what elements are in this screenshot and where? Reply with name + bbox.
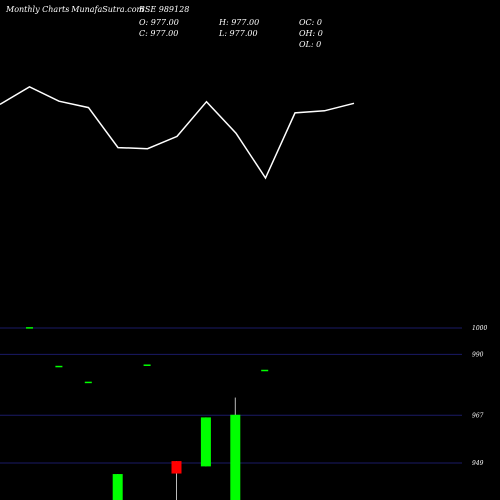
symbol-label: BSE 989128 [139,5,190,14]
y-tick-label: 949 [472,460,484,467]
candle [112,474,123,500]
candle [261,369,269,372]
candle-body [55,365,63,368]
candle-body [200,417,211,467]
close-line-chart [0,85,355,180]
close-series-line [0,85,355,180]
candle [230,397,241,500]
high-value: H: 977.00 [219,18,260,27]
ol-value: OL: 0 [299,40,322,49]
candle-body [171,461,182,474]
low-value: L: 977.00 [219,29,258,38]
candle [26,327,33,329]
candle-body [261,369,269,372]
y-tick-label: 990 [472,351,484,358]
price-grid: 1000 990 967 949 [0,325,487,467]
chart-title: Monthly Charts [6,5,70,14]
candle-body [143,364,151,366]
candle-body [112,474,123,500]
oh-value: OH: 0 [299,29,323,38]
close-value: C: 977.00 [139,29,179,38]
candle [55,365,63,368]
candle-body [26,327,33,329]
candle [200,417,211,467]
y-tick-label: 1000 [472,325,487,332]
candlestick-chart [26,327,269,500]
candle [84,381,92,384]
candle [143,364,151,366]
oc-value: OC: 0 [299,18,323,27]
candle [171,461,182,500]
y-tick-label: 967 [472,412,484,419]
site-name: - MunafaSutra.com [66,5,145,14]
candle-body [84,381,92,384]
open-value: O: 977.00 [139,18,179,27]
candle-body [230,414,241,500]
